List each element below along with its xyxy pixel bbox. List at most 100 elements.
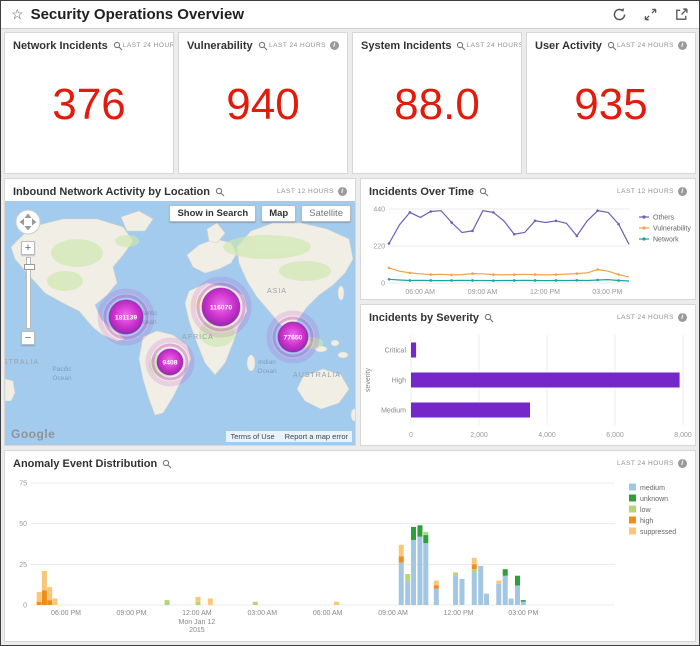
zoom-slider-track[interactable]	[23, 257, 35, 329]
svg-text:high: high	[640, 518, 653, 525]
svg-text:low: low	[640, 507, 651, 514]
svg-text:Critical: Critical	[385, 348, 407, 355]
svg-text:severity: severity	[365, 367, 372, 392]
incidents-over-time-chart[interactable]: 0 220 440 06:00 AM 09:00 AM 12:00 PM 03:00 PM O…	[361, 201, 695, 299]
open-in-search-icon[interactable]	[479, 187, 489, 197]
open-in-search-icon[interactable]	[484, 313, 494, 323]
kpi-value[interactable]: 940	[226, 80, 300, 129]
open-in-search-icon[interactable]	[258, 41, 268, 51]
svg-text:Indian: Indian	[258, 359, 276, 366]
terms-of-use-link[interactable]: Terms of Use	[230, 432, 275, 441]
kpi-value[interactable]: 88.0	[394, 80, 480, 129]
info-icon[interactable]: i	[678, 313, 687, 322]
info-icon[interactable]: i	[678, 187, 687, 196]
fullscreen-icon[interactable]	[643, 7, 658, 22]
svg-text:09:00 PM: 09:00 PM	[116, 610, 146, 617]
svg-text:AFRICA: AFRICA	[182, 334, 214, 341]
svg-text:Atlantic: Atlantic	[136, 310, 158, 317]
svg-text:unknown: unknown	[640, 496, 668, 503]
panel-title: Vulnerability	[187, 39, 253, 52]
open-in-search-icon[interactable]	[607, 41, 617, 51]
svg-text:Ocean: Ocean	[52, 375, 72, 382]
panel-inbound-map: Inbound Network Activity by Location LAS…	[4, 178, 356, 446]
right-column: Incidents Over Time LAST 12 HOURS i 0 220 4…	[360, 178, 696, 446]
svg-text:ASIA: ASIA	[267, 288, 287, 295]
anomaly-distribution-chart[interactable]: 0 25 50 75 06:00 PM 09:00 PM 12:00 AM Mon Jan 1…	[5, 473, 695, 641]
panel-vulnerability: Vulnerability LAST 24 HOURS i 940	[178, 32, 348, 174]
svg-text:Ocean: Ocean	[137, 319, 157, 326]
report-map-error-link[interactable]: Report a map error	[284, 432, 348, 441]
show-in-search-button[interactable]: Show in Search	[169, 205, 257, 222]
info-icon[interactable]: i	[678, 459, 687, 468]
svg-text:0: 0	[409, 432, 413, 439]
svg-text:medium: medium	[640, 485, 665, 492]
zoom-slider-knob[interactable]	[23, 264, 35, 270]
panel-incidents-over-time: Incidents Over Time LAST 12 HOURS i 0 220 4…	[360, 178, 696, 300]
panel-title: Inbound Network Activity by Location	[13, 185, 210, 198]
svg-text:77650: 77650	[284, 335, 303, 342]
svg-text:03:00 AM: 03:00 AM	[247, 610, 277, 617]
panel-title: Incidents by Severity	[369, 311, 480, 324]
svg-text:6,000: 6,000	[606, 432, 624, 439]
dashboard-titlebar: ☆ Security Operations Overview	[1, 1, 699, 29]
favorite-star-icon[interactable]: ☆	[11, 6, 24, 22]
svg-text:220: 220	[373, 244, 385, 251]
svg-text:2015: 2015	[189, 627, 205, 634]
kpi-row: Network Incidents LAST 24 HOURS i 376 Vul…	[4, 32, 696, 174]
map-type-map-button[interactable]: Map	[261, 205, 297, 222]
kpi-value[interactable]: 376	[52, 80, 126, 129]
export-icon[interactable]	[674, 7, 689, 22]
info-icon[interactable]: i	[330, 41, 339, 50]
kpi-value[interactable]: 935	[574, 80, 648, 129]
svg-text:06:00 AM: 06:00 AM	[405, 289, 435, 296]
page-title: Security Operations Overview	[30, 6, 244, 23]
open-in-search-icon[interactable]	[162, 459, 172, 469]
panel-title: Network Incidents	[13, 39, 108, 52]
svg-text:03:00 PM: 03:00 PM	[592, 289, 622, 296]
svg-text:50: 50	[19, 521, 27, 528]
time-range-label: LAST 24 HOURS	[269, 42, 326, 49]
map-canvas[interactable]: ASIA AFRICA AUSTRALIA STRALIA Atlantic Ocean P…	[5, 201, 355, 445]
info-icon[interactable]: i	[338, 187, 347, 196]
panel-user-activity: User Activity LAST 24 HOURS i 935	[526, 32, 696, 174]
svg-text:75: 75	[19, 481, 27, 488]
svg-text:440: 440	[373, 207, 385, 214]
svg-text:03:00 PM: 03:00 PM	[508, 610, 538, 617]
svg-text:4,000: 4,000	[538, 432, 556, 439]
panel-title: Anomaly Event Distribution	[13, 457, 158, 470]
panel-anomaly-distribution: Anomaly Event Distribution LAST 24 HOURS…	[4, 450, 696, 642]
dashboard-grid: Network Incidents LAST 24 HOURS i 376 Vul…	[1, 29, 699, 645]
svg-text:8,000: 8,000	[674, 432, 692, 439]
svg-text:06:00 PM: 06:00 PM	[51, 610, 81, 617]
time-range-label: LAST 24 HOURS	[466, 42, 522, 49]
svg-text:0: 0	[23, 603, 27, 610]
open-in-search-icon[interactable]	[113, 41, 123, 51]
svg-text:0: 0	[381, 281, 385, 288]
svg-text:06:00 AM: 06:00 AM	[313, 610, 343, 617]
map-type-satellite-button[interactable]: Satellite	[301, 205, 351, 222]
svg-text:181139: 181139	[115, 315, 138, 322]
incidents-by-severity-chart[interactable]: 0 2,000 4,000 6,000 8,000 Critical High Medium s…	[361, 327, 695, 445]
svg-text:12:00 AM: 12:00 AM	[182, 610, 212, 617]
zoom-out-button[interactable]: −	[21, 331, 35, 345]
time-range-label: LAST 24 HOURS	[617, 460, 674, 467]
zoom-in-button[interactable]: +	[21, 241, 35, 255]
svg-text:suppressed: suppressed	[640, 529, 676, 536]
panel-incidents-by-severity: Incidents by Severity LAST 24 HOURS i 0 2,…	[360, 304, 696, 446]
world-map[interactable]: ASIA AFRICA AUSTRALIA STRALIA Atlantic Ocean P…	[5, 201, 355, 445]
open-in-search-icon[interactable]	[456, 41, 466, 51]
panel-title: System Incidents	[361, 39, 452, 52]
refresh-icon[interactable]	[612, 7, 627, 22]
time-range-label: LAST 24 HOURS	[617, 314, 674, 321]
time-range-label: LAST 24 HOURS	[617, 42, 674, 49]
svg-text:Ocean: Ocean	[257, 368, 277, 375]
info-icon[interactable]: i	[678, 41, 687, 50]
map-pan-control[interactable]	[15, 209, 41, 235]
open-in-search-icon[interactable]	[215, 187, 225, 197]
svg-text:Network: Network	[653, 237, 679, 244]
svg-text:Others: Others	[653, 215, 675, 222]
svg-text:9408: 9408	[162, 360, 177, 367]
svg-text:25: 25	[19, 562, 27, 569]
svg-text:AUSTRALIA: AUSTRALIA	[293, 372, 341, 379]
